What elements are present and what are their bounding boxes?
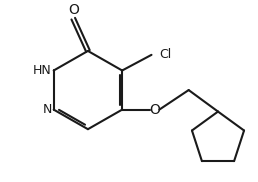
Text: Cl: Cl <box>159 48 172 61</box>
Text: O: O <box>68 3 79 17</box>
Text: O: O <box>149 103 160 117</box>
Text: N: N <box>42 103 52 116</box>
Text: HN: HN <box>33 64 52 77</box>
